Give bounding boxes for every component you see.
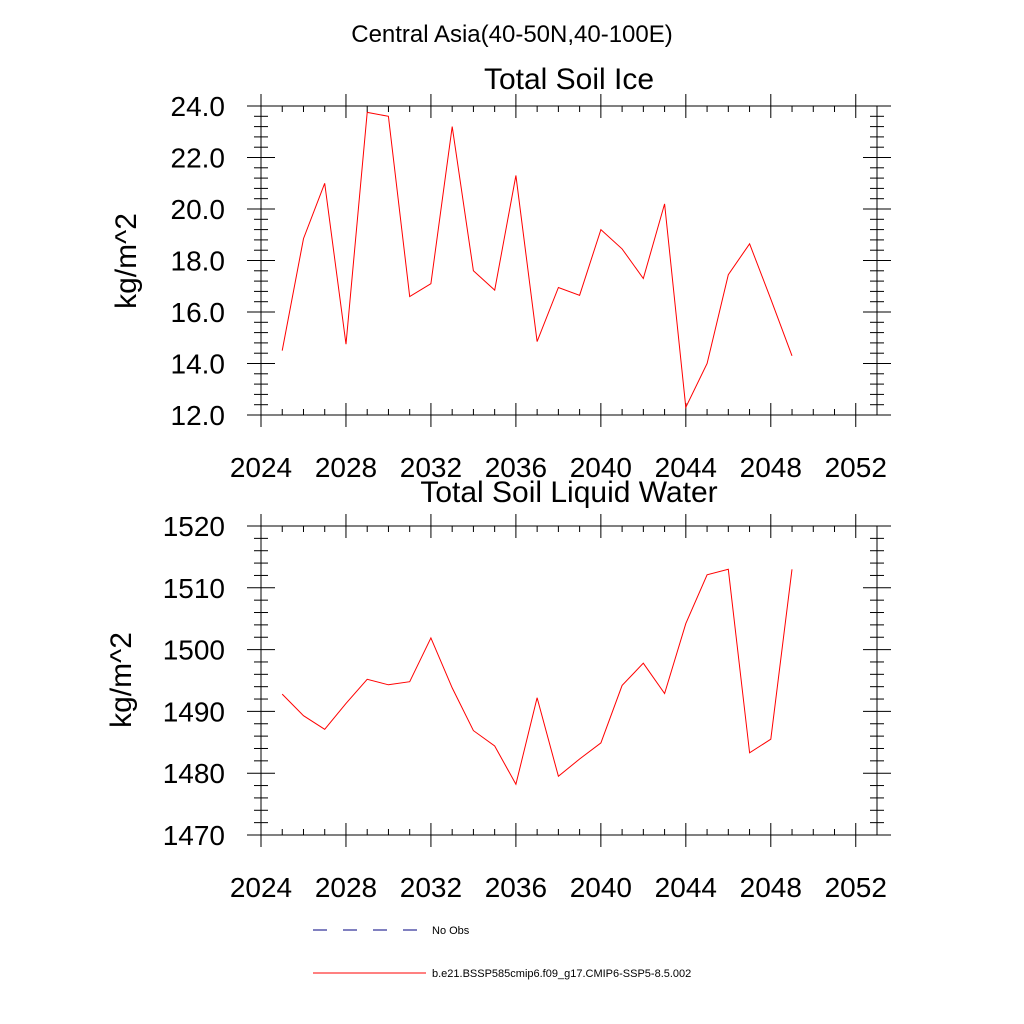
y-axis-label: kg/m^2 xyxy=(105,632,138,728)
x-tick-label: 2028 xyxy=(315,872,377,903)
y-tick-label: 18.0 xyxy=(171,246,226,277)
x-tick-label: 2044 xyxy=(655,452,717,483)
legend: No Obs b.e21.BSSP585cmip6.f09_g17.CMIP6-… xyxy=(313,925,691,980)
x-tick-label: 2024 xyxy=(230,872,292,903)
x-tick-label: 2024 xyxy=(230,452,292,483)
y-tick-label: 1480 xyxy=(163,758,225,789)
x-tick-label: 2048 xyxy=(740,872,802,903)
panel-total-soil-ice: Total Soil Ice kg/m^2 2024 2028 2032 2036 20… xyxy=(110,63,891,483)
legend-label-no-obs: No Obs xyxy=(432,925,470,937)
y-axis-label: kg/m^2 xyxy=(110,213,143,309)
y-tick-label: 24.0 xyxy=(171,91,226,122)
y-tick-label: 1490 xyxy=(163,696,225,727)
y-tick-label: 14.0 xyxy=(171,349,226,380)
x-tick-label: 2036 xyxy=(485,872,547,903)
y-tick-label: 1470 xyxy=(163,820,225,851)
x-tick-label: 2036 xyxy=(485,452,547,483)
figure-title: Central Asia(40-50N,40-100E) xyxy=(351,21,673,48)
y-tick-label: 1500 xyxy=(163,635,225,666)
y-tick-label: 20.0 xyxy=(171,194,226,225)
x-tick-label: 2052 xyxy=(825,452,887,483)
x-tick-label: 2032 xyxy=(400,872,462,903)
series-line xyxy=(281,568,793,786)
x-tick-label: 2040 xyxy=(570,872,632,903)
y-tick-label: 1520 xyxy=(163,511,225,542)
x-tick-label: 2044 xyxy=(655,872,717,903)
x-tick-label: 2040 xyxy=(570,452,632,483)
plot-frame xyxy=(260,525,878,836)
panel-title: Total Soil Liquid Water xyxy=(420,476,717,509)
panel-title: Total Soil Ice xyxy=(484,63,654,96)
x-tick-label: 2032 xyxy=(400,452,462,483)
x-tick-label: 2048 xyxy=(740,452,802,483)
y-tick-label: 12.0 xyxy=(171,400,226,431)
x-tick-label: 2028 xyxy=(315,452,377,483)
legend-label-model: b.e21.BSSP585cmip6.f09_g17.CMIP6-SSP5-8.… xyxy=(432,968,691,980)
series-line xyxy=(281,111,793,410)
y-tick-label: 1510 xyxy=(163,573,225,604)
y-tick-label: 22.0 xyxy=(171,143,226,174)
y-tick-label: 16.0 xyxy=(171,297,226,328)
x-tick-label: 2052 xyxy=(825,872,887,903)
panel-total-soil-liquid-water: Total Soil Liquid Water kg/m^2 2024 2028 2… xyxy=(105,476,891,903)
